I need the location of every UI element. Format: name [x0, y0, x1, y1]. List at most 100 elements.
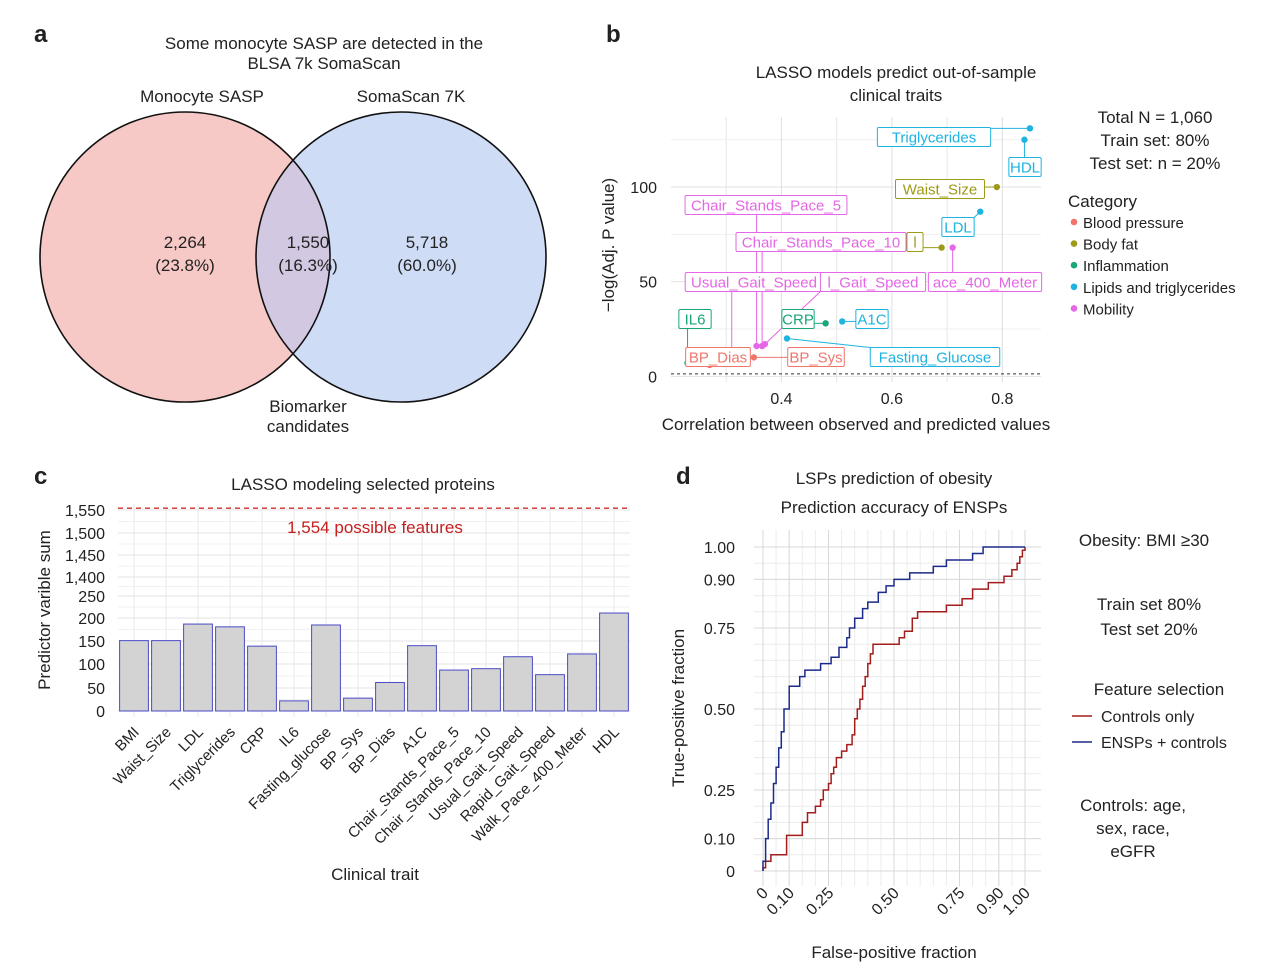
roc-legend: Controls only ENSPs + controls [1072, 709, 1227, 752]
scatter-label-text: BP_Sys [789, 350, 842, 367]
scatter-label-text: IL6 [685, 312, 706, 329]
scatter-x-ticks: 0.4 0.6 0.8 [770, 391, 1013, 408]
roc-y-tick: 0 [726, 864, 735, 881]
scatter-x-axis-label: Correlation between observed and predict… [662, 415, 1050, 434]
scatter-label-box [684, 195, 848, 215]
panel-b-scatter: b LASSO models predict out-of-sample cli… [599, 21, 1236, 434]
bar-waist-size [151, 640, 181, 712]
scatter-x-tick: 0.8 [991, 391, 1013, 408]
bar-y-tick: 0 [96, 704, 105, 721]
bar-y-tick: 1,500 [65, 526, 105, 543]
scatter-point-walk-pace-400-meter [949, 244, 956, 251]
bar-fasting-glucose [311, 624, 341, 712]
scatter-label-text: Fasting_Glucose [879, 350, 992, 367]
venn-title-line1: Some monocyte SASP are detected in the [165, 34, 483, 53]
scatter-label-box [1008, 157, 1042, 177]
bar-y-ticks: 0 50 100 150 200 250 1,400 1,450 1,500 1,550 [65, 503, 105, 721]
roc-legend-label-controls-only: Controls only [1101, 709, 1194, 726]
scatter-point-crp [822, 320, 829, 327]
roc-y-tick: 0.90 [704, 572, 735, 589]
controls-note-line3: eGFR [1110, 842, 1155, 861]
scatter-label-text: l [913, 235, 916, 252]
sample-note-total: Total N = 1,060 [1098, 108, 1213, 127]
scatter-label-text: LDL [944, 220, 972, 237]
sample-note-train: Train set: 80% [1101, 131, 1210, 150]
scatter-point-bp-sys [750, 354, 758, 361]
scatter-point-waist-size [993, 183, 1001, 191]
scatter-label-walk-pace-400-meter: ace_400_Meter [927, 272, 1043, 292]
bar-a1c [407, 645, 437, 712]
bar-walk-pace-400-meter [567, 653, 597, 712]
scatter-point-rapid-gait-speed [761, 340, 769, 348]
scatter-label-hdl: HDL [1008, 157, 1042, 177]
scatter-label-chair-stands-pace-10: Chair_Stands_Pace_10 [735, 232, 907, 252]
scatter-label-box [876, 127, 992, 147]
scatter-label-waist-size: Waist_Size [895, 179, 985, 199]
scatter-y-tick: 50 [639, 275, 657, 292]
scatter-label-box [906, 232, 924, 252]
scatter-title-line1: LASSO models predict out-of-sample [756, 63, 1037, 82]
scatter-x-tick: 0.4 [770, 391, 792, 408]
roc-note-train: Train set 80% [1097, 595, 1201, 614]
venn-overlap-percent: (16.3%) [278, 256, 338, 275]
scatter-legend-key-lipids-and-triglycerides [1070, 283, 1078, 291]
scatter-label-ldl: LDL [941, 217, 975, 237]
scatter-label-box [927, 272, 1043, 292]
roc-legend-title: Feature selection [1094, 680, 1224, 699]
scatter-label-box [819, 272, 927, 292]
scatter-legend-label-lipids-and-triglycerides: Lipids and triglycerides [1083, 280, 1236, 297]
venn-overlap-count: 1,550 [287, 233, 330, 252]
scatter-legend-label-blood-pressure: Blood pressure [1083, 215, 1184, 232]
scatter-label-usual-gait-speed: Usual_Gait_Speed [684, 272, 824, 292]
scatter-label-il6: IL6 [678, 309, 712, 329]
bar-series [119, 612, 629, 712]
roc-x-axis-label: False-positive fraction [811, 943, 976, 962]
bar-y-tick: 200 [78, 611, 105, 628]
scatter-label-bmi: l [906, 232, 924, 252]
scatter-legend-key-body-fat [1070, 240, 1078, 247]
scatter-label-text: l_Gait_Speed [828, 275, 919, 292]
bar-y-tick: 100 [78, 657, 105, 674]
controls-note-line2: sex, race, [1096, 819, 1170, 838]
bar-y-tick: 150 [78, 634, 105, 651]
panel-c-letter: c [34, 463, 47, 490]
venn-set-label-right: SomaScan 7K [357, 87, 466, 106]
bar-y-tick: 50 [87, 681, 105, 698]
scatter-label-fasting-glucose: Fasting_Glucose [869, 347, 1001, 367]
scatter-leader-fasting-glucose [786, 337, 871, 348]
venn-overlap-label-line2: candidates [267, 417, 349, 436]
scatter-legend-label-body-fat: Body fat [1083, 237, 1139, 254]
scatter-legend-key-blood-pressure [1070, 218, 1078, 226]
bar-bp-sys [343, 697, 373, 712]
venn-left-count: 2,264 [164, 233, 207, 252]
roc-y-axis-label: True-positive fraction [669, 629, 688, 787]
scatter-y-axis-label: −log(Adj. P value) [599, 178, 618, 312]
scatter-legend-title: Category [1068, 192, 1137, 211]
venn-circle-right [256, 112, 546, 402]
scatter-title-line2: clinical traits [850, 86, 943, 105]
scatter-point-triglycerides [1026, 125, 1034, 132]
scatter-legend-label-mobility: Mobility [1083, 301, 1134, 318]
scatter-x-tick: 0.6 [881, 391, 903, 408]
roc-y-tick: 0.25 [704, 783, 735, 800]
roc-y-tick: 0.50 [704, 702, 735, 719]
roc-line-ensps-controls [762, 546, 1025, 871]
panel-d-roc: d LSPs prediction of obesity Prediction … [669, 463, 1227, 962]
venn-left-percent: (23.8%) [155, 256, 215, 275]
bar-y-tick: 1,450 [65, 548, 105, 565]
scatter-label-text: Triglycerides [892, 130, 976, 147]
scatter-point-chair-stands-pace-5 [753, 342, 760, 350]
bar-chart-title: LASSO modeling selected proteins [231, 475, 495, 494]
roc-y-tick: 0.10 [704, 832, 735, 849]
scatter-label-box [685, 347, 751, 367]
bar-usual-gait-speed [503, 656, 533, 712]
bar-triglycerides [215, 626, 245, 712]
scatter-label-bp-dias: BP_Dias [685, 347, 751, 367]
roc-y-tick: 0.75 [704, 621, 735, 638]
roc-legend-label-ensps-controls: ENSPs + controls [1101, 735, 1227, 752]
roc-y-ticks: 0 0.10 0.25 0.50 0.75 0.90 1.00 [704, 540, 735, 881]
scatter-y-tick: 0 [648, 369, 657, 386]
panel-a-venn: a Some monocyte SASP are detected in the… [34, 21, 547, 436]
scatter-point-ldl [977, 208, 984, 215]
